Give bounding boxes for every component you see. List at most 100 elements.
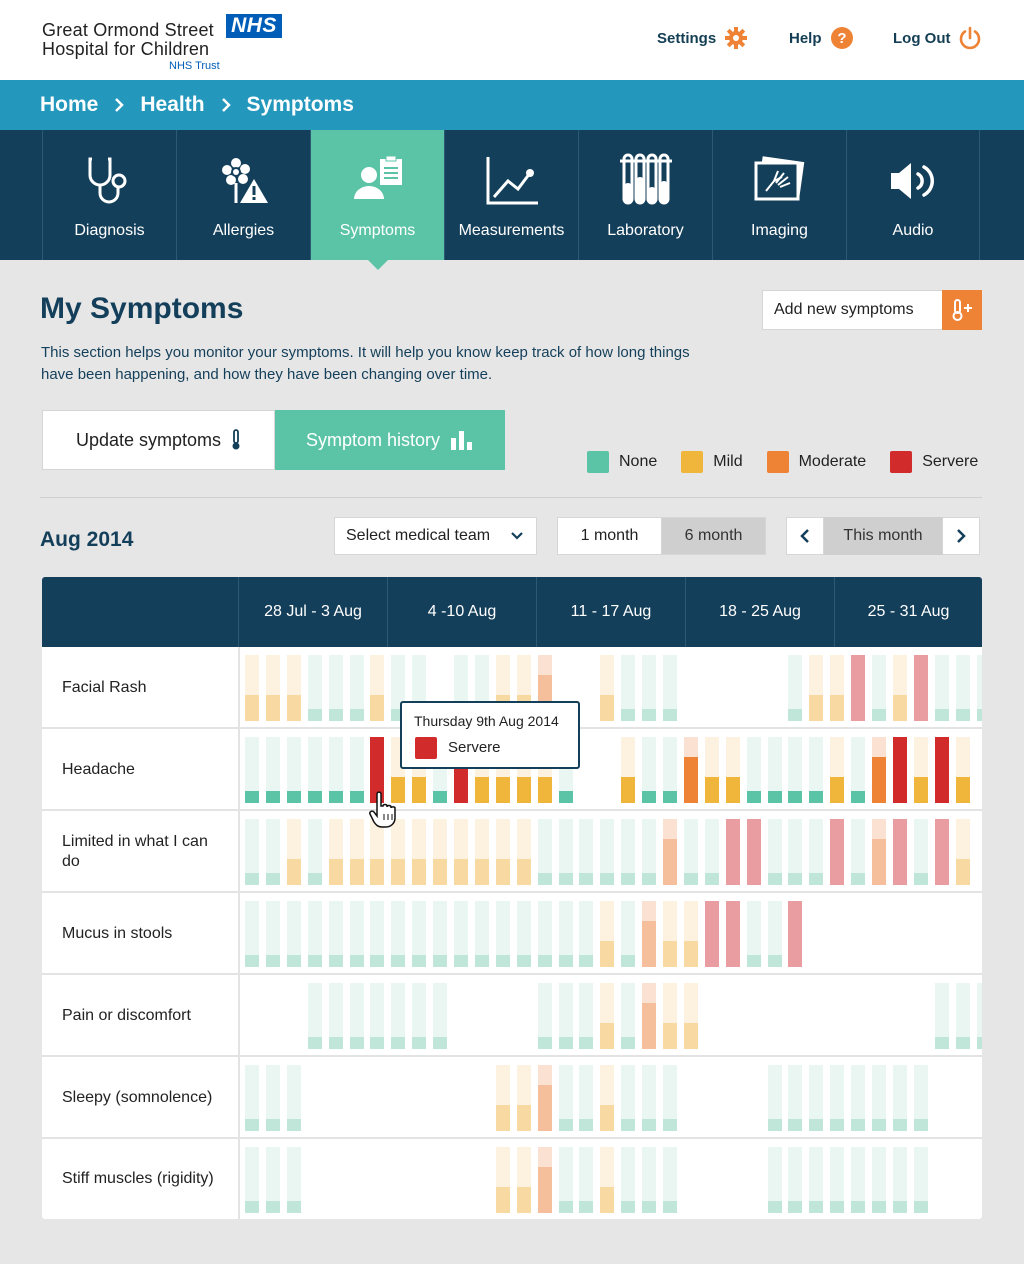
severity-bar[interactable] xyxy=(538,1147,552,1213)
severity-bar[interactable] xyxy=(496,1147,510,1213)
severity-bar[interactable] xyxy=(872,1147,886,1213)
severity-bar[interactable] xyxy=(788,655,802,721)
severity-bar[interactable] xyxy=(830,1147,844,1213)
severity-bar[interactable] xyxy=(788,1147,802,1213)
severity-bar[interactable] xyxy=(454,819,468,885)
severity-bar[interactable] xyxy=(287,737,301,803)
severity-bar[interactable] xyxy=(308,655,322,721)
breadcrumb-health[interactable]: Health xyxy=(140,93,205,116)
severity-bar[interactable] xyxy=(245,1147,259,1213)
severity-bar[interactable] xyxy=(935,655,949,721)
severity-bar[interactable] xyxy=(538,1065,552,1131)
tab-laboratory[interactable]: Laboratory xyxy=(578,130,712,260)
severity-bar[interactable] xyxy=(830,737,844,803)
severity-bar[interactable] xyxy=(600,901,614,967)
severity-bar[interactable] xyxy=(287,655,301,721)
severity-bar[interactable] xyxy=(642,819,656,885)
severity-bar[interactable] xyxy=(600,1147,614,1213)
logout-link[interactable]: Log Out xyxy=(893,26,982,50)
severity-bar[interactable] xyxy=(663,1065,677,1131)
severity-bar[interactable] xyxy=(726,737,740,803)
severity-bar[interactable] xyxy=(893,655,907,721)
severity-bar[interactable] xyxy=(621,737,635,803)
severity-bar[interactable] xyxy=(370,901,384,967)
severity-bar[interactable] xyxy=(517,1147,531,1213)
severity-bar[interactable] xyxy=(621,901,635,967)
tab-audio[interactable]: Audio xyxy=(846,130,980,260)
severity-bar[interactable] xyxy=(935,819,949,885)
severity-bar[interactable] xyxy=(370,983,384,1049)
severity-bar[interactable] xyxy=(893,1065,907,1131)
tab-imaging[interactable]: Imaging xyxy=(712,130,846,260)
severity-bar[interactable] xyxy=(663,901,677,967)
severity-bar[interactable] xyxy=(642,737,656,803)
severity-bar[interactable] xyxy=(621,1147,635,1213)
severity-bar[interactable] xyxy=(287,901,301,967)
severity-bar[interactable] xyxy=(788,737,802,803)
severity-bar[interactable] xyxy=(600,819,614,885)
severity-bar[interactable] xyxy=(287,1147,301,1213)
severity-bar[interactable] xyxy=(809,819,823,885)
severity-bar[interactable] xyxy=(747,819,761,885)
severity-bar[interactable] xyxy=(329,655,343,721)
previous-month-button[interactable] xyxy=(786,517,824,555)
severity-bar[interactable] xyxy=(956,655,970,721)
severity-bar[interactable] xyxy=(600,655,614,721)
severity-bar[interactable] xyxy=(642,983,656,1049)
severity-bar[interactable] xyxy=(266,737,280,803)
severity-bar[interactable] xyxy=(245,655,259,721)
severity-bar[interactable] xyxy=(308,737,322,803)
severity-bar[interactable] xyxy=(851,819,865,885)
severity-bar[interactable] xyxy=(538,901,552,967)
severity-bar[interactable] xyxy=(788,901,802,967)
severity-bar[interactable] xyxy=(621,1065,635,1131)
severity-bar[interactable] xyxy=(287,819,301,885)
severity-bar[interactable] xyxy=(935,737,949,803)
tab-symptoms[interactable]: Symptoms xyxy=(310,130,444,270)
severity-bar[interactable] xyxy=(956,819,970,885)
severity-bar[interactable] xyxy=(245,819,259,885)
severity-bar[interactable] xyxy=(851,1065,865,1131)
severity-bar[interactable] xyxy=(872,737,886,803)
severity-bar[interactable] xyxy=(350,655,364,721)
settings-link[interactable]: Settings xyxy=(657,26,748,50)
severity-bar[interactable] xyxy=(245,1065,259,1131)
severity-bar[interactable] xyxy=(329,983,343,1049)
severity-bar[interactable] xyxy=(663,655,677,721)
severity-bar[interactable] xyxy=(726,819,740,885)
severity-bar[interactable] xyxy=(329,819,343,885)
severity-bar[interactable] xyxy=(914,1065,928,1131)
severity-bar[interactable] xyxy=(788,1065,802,1131)
severity-bar[interactable] xyxy=(308,819,322,885)
severity-bar[interactable] xyxy=(893,819,907,885)
severity-bar[interactable] xyxy=(893,737,907,803)
severity-bar[interactable] xyxy=(475,819,489,885)
severity-bar[interactable] xyxy=(914,1147,928,1213)
severity-bar[interactable] xyxy=(956,983,970,1049)
severity-bar[interactable] xyxy=(350,901,364,967)
severity-bar[interactable] xyxy=(872,819,886,885)
severity-bar[interactable] xyxy=(663,737,677,803)
severity-bar[interactable] xyxy=(914,737,928,803)
severity-bar[interactable] xyxy=(935,983,949,1049)
severity-bar[interactable] xyxy=(809,655,823,721)
tab-allergies[interactable]: Allergies xyxy=(176,130,310,260)
severity-bar[interactable] xyxy=(809,1065,823,1131)
severity-bar[interactable] xyxy=(538,983,552,1049)
severity-bar[interactable] xyxy=(266,1147,280,1213)
severity-bar[interactable] xyxy=(454,901,468,967)
severity-bar[interactable] xyxy=(559,901,573,967)
this-month-button[interactable]: This month xyxy=(824,517,942,555)
severity-bar[interactable] xyxy=(370,737,384,803)
severity-bar[interactable] xyxy=(559,983,573,1049)
severity-bar[interactable] xyxy=(705,819,719,885)
severity-bar[interactable] xyxy=(433,901,447,967)
severity-bar[interactable] xyxy=(391,983,405,1049)
severity-bar[interactable] xyxy=(768,1065,782,1131)
add-new-symptoms-button[interactable]: Add new symptoms xyxy=(762,290,982,330)
severity-bar[interactable] xyxy=(809,1147,823,1213)
severity-bar[interactable] xyxy=(830,1065,844,1131)
severity-bar[interactable] xyxy=(977,655,982,721)
severity-bar[interactable] xyxy=(788,819,802,885)
tab-measurements[interactable]: Measurements xyxy=(444,130,578,260)
